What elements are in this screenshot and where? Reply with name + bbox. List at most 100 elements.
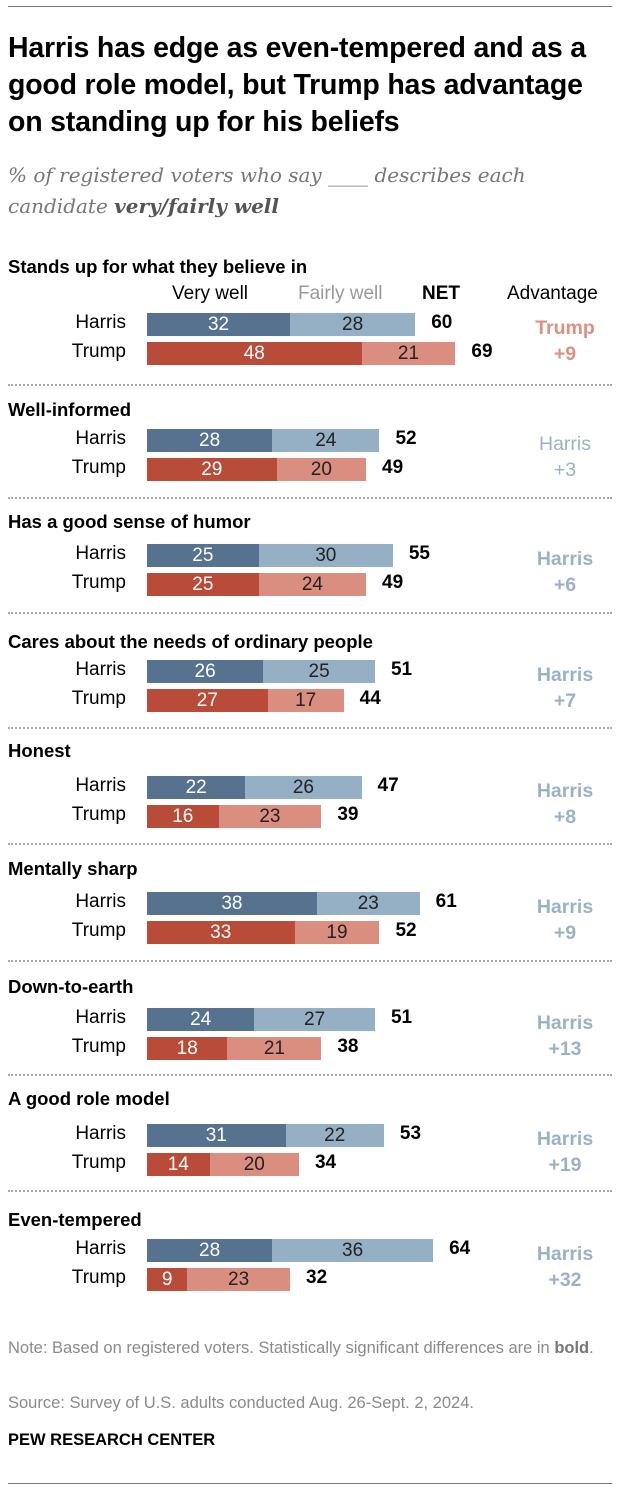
chart-title: Harris has edge as even-tempered and as … <box>8 32 586 138</box>
advantage-name: Harris <box>536 1243 594 1265</box>
bar-harris-very-well: 28 <box>147 429 273 452</box>
bar-trump-fairly-well: 21 <box>361 342 456 365</box>
bar-trump-very-well: 14 <box>147 1153 210 1176</box>
note-bold: bold <box>554 1339 590 1357</box>
net-trump: 32 <box>306 1267 328 1288</box>
subtitle-text: % of registered voters who say ____ desc… <box>8 163 526 218</box>
bar-trump-fairly-well: 19 <box>294 921 380 944</box>
group-divider <box>8 612 612 614</box>
bar-harris-fairly-well: 22 <box>285 1124 384 1147</box>
group-divider <box>8 384 612 386</box>
net-trump: 34 <box>314 1152 337 1173</box>
group-divider <box>8 960 612 962</box>
bar-trump-fairly-well: 17 <box>267 689 344 712</box>
row-label-harris: Harris <box>75 891 126 912</box>
group-divider <box>8 727 612 729</box>
row-label-trump: Trump <box>71 1036 126 1057</box>
group-title: Mentally sharp <box>8 858 138 879</box>
net-harris: 60 <box>431 312 453 333</box>
bar-harris-very-well: 22 <box>147 776 246 799</box>
group-title: Down-to-earth <box>8 976 134 997</box>
bar-harris-fairly-well: 28 <box>290 313 416 336</box>
row-label-harris: Harris <box>75 312 126 333</box>
pew-logo: PEW RESEARCH CENTER <box>8 1431 216 1449</box>
bar-harris-very-well: 32 <box>147 313 291 336</box>
note: Note: Based on registered voters. Statis… <box>8 1336 618 1361</box>
group-divider <box>8 1074 612 1076</box>
row-label-trump: Trump <box>71 1152 126 1173</box>
bar-trump-very-well: 18 <box>147 1037 228 1060</box>
bar-trump-fairly-well: 20 <box>209 1153 299 1176</box>
net-trump: 52 <box>395 920 417 941</box>
net-trump: 38 <box>337 1036 359 1057</box>
bar-trump-very-well: 29 <box>147 458 277 481</box>
net-harris: 47 <box>377 775 399 796</box>
bar-harris-fairly-well: 26 <box>245 776 362 799</box>
net-harris: 51 <box>390 1007 413 1028</box>
bar-trump-very-well: 33 <box>147 921 295 944</box>
advantage-value: +7 <box>553 690 577 712</box>
bar-harris-very-well: 26 <box>147 660 264 683</box>
advantage-value: +32 <box>548 1269 582 1291</box>
group-title: Even-tempered <box>8 1209 142 1230</box>
bar-trump-very-well: 9 <box>147 1268 188 1291</box>
group-title: Stands up for what they believe in <box>8 256 308 277</box>
advantage-value: +8 <box>553 806 577 828</box>
advantage-name: Harris <box>536 896 594 918</box>
row-label-harris: Harris <box>75 1123 126 1144</box>
bar-harris-fairly-well: 25 <box>263 660 375 683</box>
bar-trump-fairly-well: 21 <box>227 1037 322 1060</box>
bar-trump-very-well: 25 <box>147 573 259 596</box>
row-label-trump: Trump <box>71 1267 126 1288</box>
net-harris: 64 <box>449 1238 471 1259</box>
header-fairly-well: Fairly well <box>298 283 383 304</box>
group-divider <box>8 843 612 845</box>
advantage-value: +3 <box>553 459 577 481</box>
group-title: Cares about the needs of ordinary people <box>8 631 373 652</box>
advantage-name: Harris <box>536 548 594 570</box>
advantage-value: +9 <box>553 343 577 365</box>
bar-trump-fairly-well: 24 <box>258 573 367 596</box>
bar-harris-fairly-well: 23 <box>316 892 420 915</box>
bar-harris-fairly-well: 24 <box>272 429 380 452</box>
note-text: Note: Based on registered voters. Statis… <box>8 1339 555 1357</box>
row-label-harris: Harris <box>75 775 126 796</box>
bar-harris-very-well: 28 <box>147 1239 273 1262</box>
top-rule <box>8 6 612 7</box>
net-trump: 49 <box>382 457 404 478</box>
advantage-name: Harris <box>536 1012 594 1034</box>
row-label-trump: Trump <box>71 804 126 825</box>
net-trump: 69 <box>471 341 493 362</box>
row-label-harris: Harris <box>75 659 126 680</box>
bar-harris-fairly-well: 30 <box>258 544 393 567</box>
advantage-value: +13 <box>548 1038 582 1060</box>
bar-harris-fairly-well: 27 <box>254 1008 375 1031</box>
advantage-name: Harris <box>536 780 594 802</box>
header-very-well: Very well <box>172 283 249 304</box>
group-title: Has a good sense of humor <box>8 511 251 532</box>
bar-trump-fairly-well: 23 <box>187 1268 291 1291</box>
row-label-harris: Harris <box>75 428 126 449</box>
row-label-trump: Trump <box>71 457 126 478</box>
bar-trump-very-well: 27 <box>147 689 268 712</box>
net-harris: 51 <box>390 659 413 680</box>
net-trump: 49 <box>382 572 404 593</box>
header-advantage: Advantage <box>507 283 598 304</box>
group-title: Honest <box>8 740 71 761</box>
bar-harris-very-well: 25 <box>147 544 259 567</box>
net-harris: 61 <box>435 891 457 912</box>
subtitle-emphasis: very/fairly well <box>114 194 279 218</box>
row-label-harris: Harris <box>75 1007 126 1028</box>
net-trump: 44 <box>359 688 381 709</box>
advantage-name: Harris <box>539 433 591 455</box>
group-divider <box>8 1190 612 1192</box>
advantage-value: +6 <box>553 574 577 596</box>
chart-subtitle: % of registered voters who say ____ desc… <box>8 160 608 222</box>
row-label-trump: Trump <box>71 341 126 362</box>
advantage-name: Harris <box>536 1128 594 1150</box>
bottom-rule <box>8 1483 612 1484</box>
net-harris: 52 <box>395 428 417 449</box>
header-net: NET <box>422 283 460 304</box>
note-end: . <box>589 1339 594 1357</box>
bar-trump-fairly-well: 23 <box>218 805 322 828</box>
